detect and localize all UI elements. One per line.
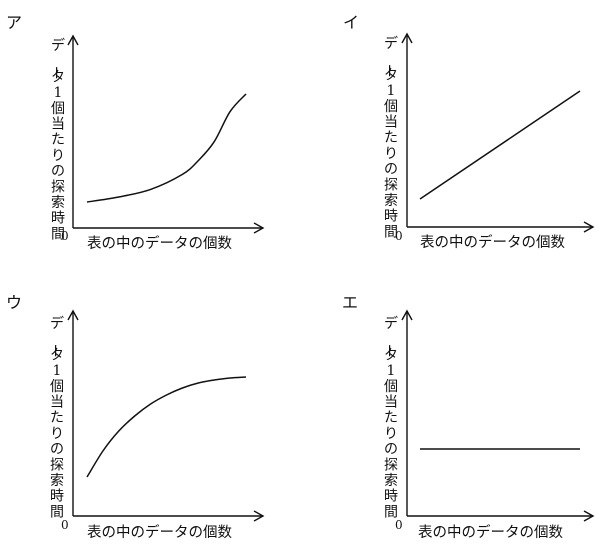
panel-label: ウ	[6, 293, 22, 312]
y-axis-label-text: データ 1 個当たりの探索時間	[380, 35, 398, 240]
y-axis-label-text: データ 1 個当たりの探索時間	[380, 315, 398, 520]
panel-label: エ	[342, 293, 358, 312]
origin-label: 0	[61, 229, 69, 243]
y-axis-label-text: データ 1 個当たりの探索時間	[47, 37, 65, 242]
y-axis-arrow	[401, 32, 413, 44]
origin-label: 0	[61, 518, 69, 532]
panel-i: イ データ 1 個当たりの探索時間 0 表の中のデータの個数	[343, 13, 595, 251]
panel-a: ア データ 1 個当たりの探索時間 0 表の中のデータの個数	[6, 13, 265, 252]
x-axis-label: 表の中のデータの個数	[420, 233, 565, 251]
origin-label: 0	[395, 229, 403, 243]
x-axis-arrow	[583, 221, 595, 233]
y-axis-label: データ 1 個当たりの探索時間	[380, 315, 398, 520]
y-axis-label: データ 1 個当たりの探索時間	[380, 35, 398, 240]
x-axis-arrow	[253, 510, 265, 522]
series-line	[86, 93, 247, 203]
x-axis-label: 表の中のデータの個数	[418, 523, 563, 541]
y-axis-label-text: データ 1 個当たりの探索時間	[46, 315, 64, 520]
y-axis-arrow	[67, 309, 79, 321]
y-axis-arrow	[401, 309, 413, 321]
origin-label: 0	[395, 518, 403, 532]
panel-label: イ	[343, 13, 359, 32]
series-line	[419, 90, 581, 200]
panel-e: エ データ 1 個当たりの探索時間 0 表の中のデータの個数	[342, 293, 595, 541]
panel-label: ア	[6, 13, 22, 32]
x-axis-label: 表の中のデータの個数	[87, 523, 232, 541]
x-axis-arrow	[583, 510, 595, 522]
x-axis-label: 表の中のデータの個数	[87, 234, 232, 252]
x-axis-arrow	[253, 222, 265, 234]
series-line	[86, 376, 247, 478]
y-axis-label: データ 1 個当たりの探索時間	[46, 315, 64, 520]
y-axis-label: データ 1 個当たりの探索時間	[47, 37, 65, 242]
panel-u: ウ データ 1 個当たりの探索時間 0 表の中のデータの個数	[6, 293, 265, 541]
y-axis-arrow	[67, 34, 79, 46]
